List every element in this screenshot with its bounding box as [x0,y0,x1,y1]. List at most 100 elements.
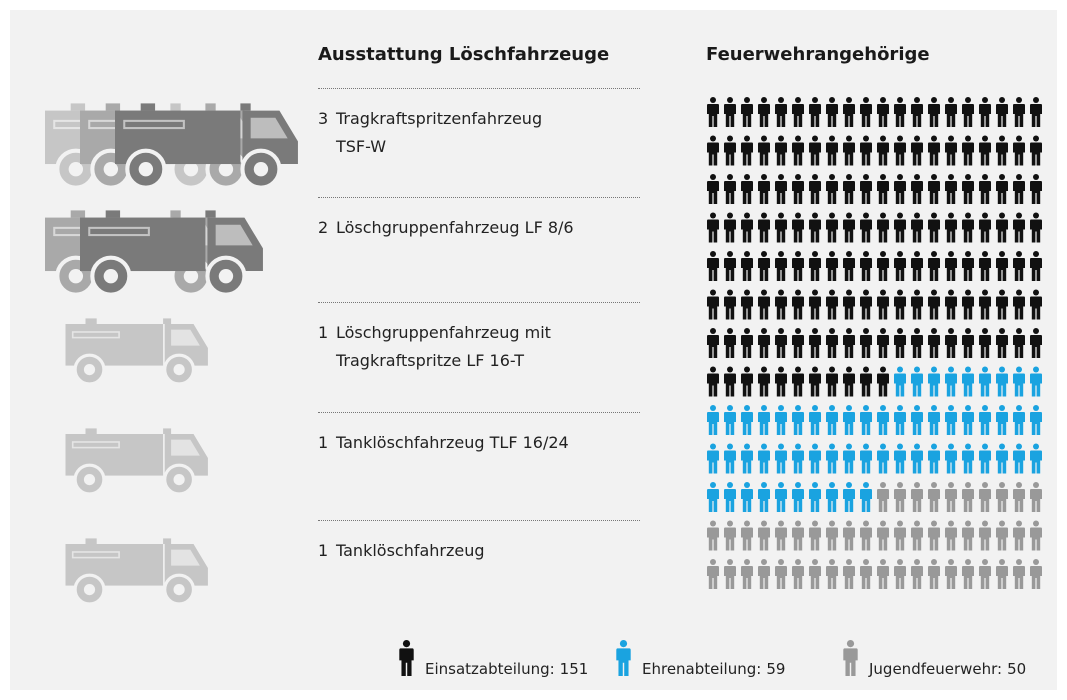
person-icon [1013,251,1025,281]
person-icon [758,482,770,512]
person-icon [775,289,787,320]
person-icon [945,443,957,474]
person-icon [979,289,991,320]
person-icon [979,328,991,358]
person-icon [792,328,804,358]
person-icon [1030,328,1042,358]
person-icon [741,366,753,397]
person-icon [979,174,991,204]
legend-entry: Einsatzabteilung151 [425,660,588,678]
person-icon [1030,174,1042,204]
person-icon [877,174,889,204]
person-icon [758,559,770,589]
person-icon [877,443,889,474]
person-icon [843,405,855,435]
person-icon [826,251,838,281]
person-icon [945,559,957,589]
truck [66,318,208,384]
person-icon [911,135,923,166]
person-icon [1030,289,1042,320]
person-icon [894,135,906,166]
person-icon [758,405,770,435]
person-icon [860,559,872,589]
person-icon [1013,482,1025,512]
person-icon [843,482,855,512]
person-icon [877,212,889,243]
equipment-item: 1 Tanklöschfahrzeug TLF 16/24 [318,412,640,457]
chart-title: Feuerwehrangehörige [706,44,930,65]
truck [66,538,208,604]
legend-entry: Jugendfeuerwehr50 [869,660,1026,678]
person-icon [911,212,923,243]
person-icon [996,482,1008,512]
person-icon [979,366,991,397]
equipment-count: 1 [318,433,329,452]
person-icon [860,251,872,281]
person-icon [724,289,736,320]
person-icon [775,482,787,512]
person-icon [843,443,855,474]
person-icon [996,289,1008,320]
person-icon [809,482,821,512]
person-icon [741,559,753,589]
person-icon [1030,443,1042,474]
person-icon [1013,212,1025,243]
person-icon [758,212,770,243]
person-icon [792,366,804,397]
person-icon [826,289,838,320]
person-icon [809,174,821,204]
person-icon [809,405,821,435]
person-icon [724,482,736,512]
person-icon [928,520,940,551]
person-icon [860,366,872,397]
person-icon [809,135,821,166]
person-icon [707,328,719,358]
person-icon [741,212,753,243]
person-icon [1030,520,1042,551]
person-icon [741,328,753,358]
person-icon [1030,366,1042,397]
person-icon [758,174,770,204]
person-icon [792,135,804,166]
person-icon [996,251,1008,281]
person-icon [1030,482,1042,512]
person-icon [1030,212,1042,243]
person-icon [843,559,855,589]
person-icon [809,251,821,281]
person-icon [758,520,770,551]
person-icon [911,405,923,435]
person-icon [996,520,1008,551]
person-icon [860,135,872,166]
person-icon [843,328,855,358]
person-icon [707,520,719,551]
person-icon [843,366,855,397]
person-icon [945,405,957,435]
person-icon [826,135,838,166]
person-icon [877,328,889,358]
person-icon [945,212,957,243]
person-icon [894,559,906,589]
person-icon [1013,328,1025,358]
person-icon [707,212,719,243]
person-icon [792,212,804,243]
person-icon [843,520,855,551]
person-icon [826,212,838,243]
person-icon [877,251,889,281]
legend-entry: Ehrenabteilung59 [642,660,785,678]
person-icon [809,443,821,474]
person-icon [758,366,770,397]
person-icon [724,366,736,397]
person-icon [843,251,855,281]
person-icon [962,174,974,204]
person-icon [809,366,821,397]
person-icon [996,405,1008,435]
person-icon [996,97,1008,127]
truck [66,428,208,494]
person-icon [877,559,889,589]
person-icon [860,405,872,435]
person-icon [775,443,787,474]
person-icon [877,520,889,551]
person-icon [945,289,957,320]
person-icon [707,482,719,512]
